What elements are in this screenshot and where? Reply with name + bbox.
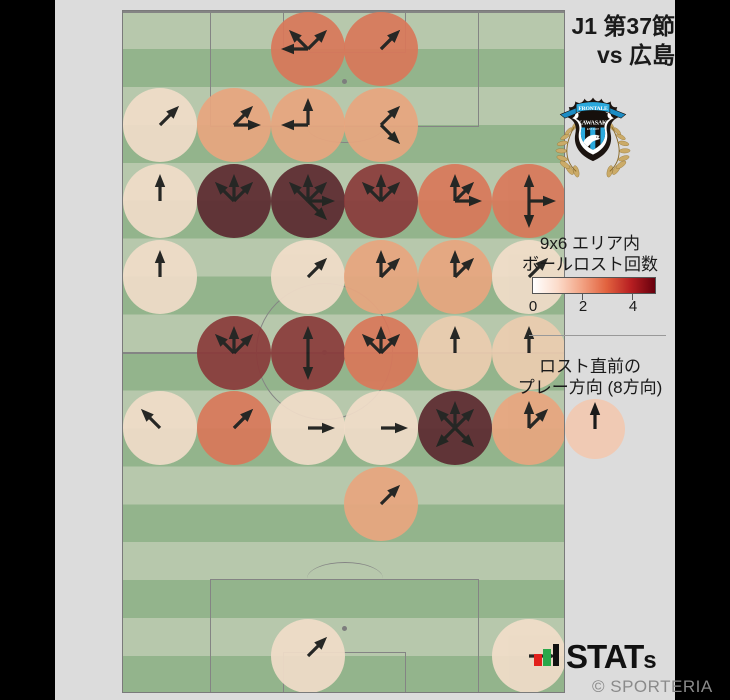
svg-text:EST.1997: EST.1997 [587,127,600,131]
svg-text:FRONTALE: FRONTALE [578,106,608,112]
